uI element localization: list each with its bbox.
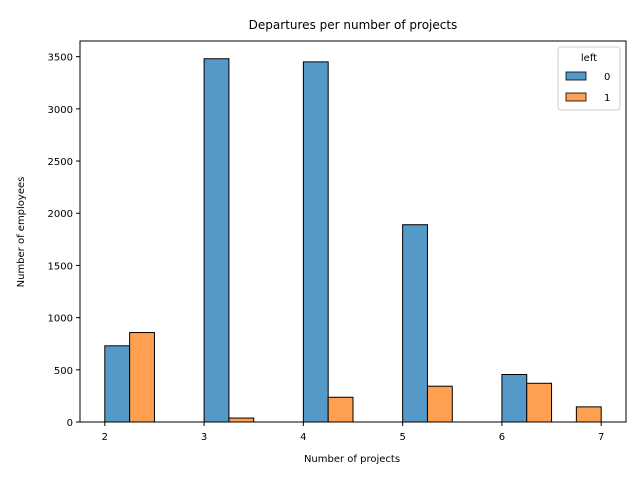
- bar-series-0-bin-4: [501, 374, 528, 423]
- x-axis-label: Number of projects: [304, 454, 400, 465]
- x-tick-label-0: 2: [102, 432, 108, 443]
- bar-series-0-bin-0: [104, 345, 131, 423]
- axes-frame: [79, 40, 627, 423]
- legend-label-1: 1: [604, 93, 610, 104]
- bar-series-1-bin-2: [327, 396, 354, 423]
- x-tick-label-5: 7: [598, 432, 604, 443]
- legend-swatch-0: [565, 71, 587, 81]
- x-axis-ticks: 2 3 4 5 6 7: [102, 422, 604, 443]
- bar-series-1-bin-1: [228, 417, 255, 423]
- chart-title: Departures per number of projects: [249, 18, 458, 32]
- bar-series-1-bin-0: [129, 332, 155, 423]
- x-tick-label-2: 4: [300, 432, 306, 443]
- legend-swatch-1: [565, 92, 587, 102]
- y-tick-label-3: 1500: [48, 261, 73, 272]
- bar-series-0-bin-3: [402, 224, 428, 423]
- y-tick-label-4: 2000: [48, 209, 73, 220]
- bar-series-0-bin-2: [302, 61, 329, 423]
- y-tick-label-0: 0: [67, 418, 73, 429]
- y-tick-label-5: 2500: [48, 157, 73, 168]
- x-tick-label-3: 5: [399, 432, 405, 443]
- y-axis-label: Number of employees: [16, 177, 27, 288]
- bar-series-1-bin-4: [526, 382, 553, 423]
- bar-series-1-bin-3: [426, 385, 453, 423]
- x-tick-label-1: 3: [201, 432, 207, 443]
- y-tick-label-6: 3000: [48, 105, 73, 116]
- x-tick-label-4: 6: [499, 432, 505, 443]
- y-tick-label-2: 1000: [48, 314, 73, 325]
- y-tick-label-7: 3500: [48, 53, 73, 64]
- y-axis-ticks: 0 500 1000 1500 2000 2500 3000 3500: [48, 53, 80, 429]
- bar-series-0-bin-1: [203, 58, 230, 423]
- legend: left 0 1: [557, 46, 621, 111]
- bars-group: [104, 58, 602, 423]
- legend-title: left: [581, 53, 597, 64]
- bar-series-1-bin-5: [575, 406, 602, 423]
- legend-label-0: 0: [604, 72, 610, 83]
- y-tick-label-1: 500: [54, 366, 73, 377]
